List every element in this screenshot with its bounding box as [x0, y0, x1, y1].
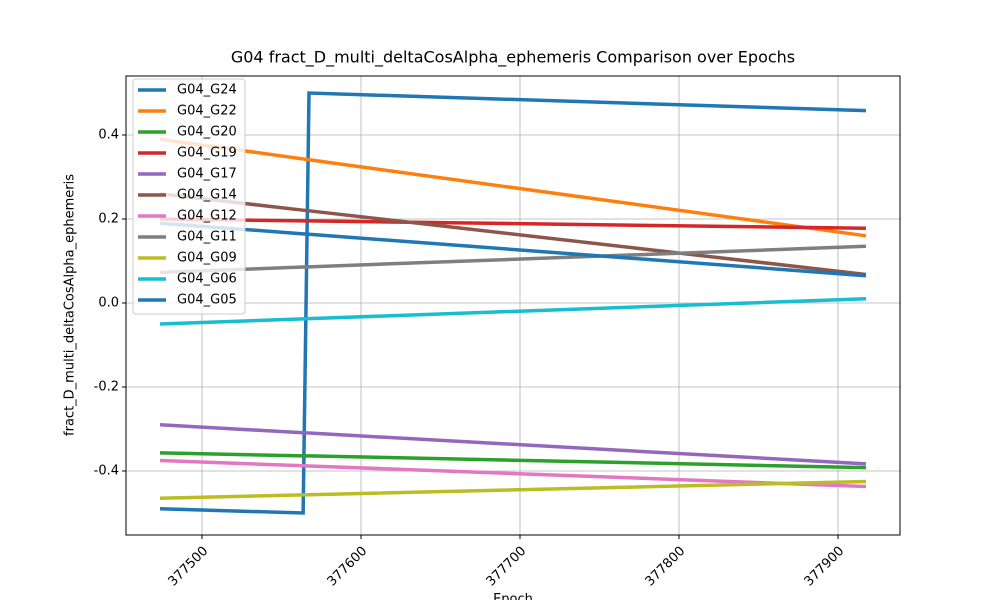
legend-label: G04_G19: [177, 146, 237, 161]
series-line: [159, 451, 867, 470]
y-tick-label: -0.4: [94, 463, 119, 478]
legend-label: G04_G17: [177, 167, 237, 182]
legend-label: G04_G14: [177, 188, 237, 203]
legend-label: G04_G05: [177, 293, 237, 308]
legend-box: [132, 78, 246, 315]
x-tick-label: 377700: [484, 544, 530, 590]
legend-label: G04_G11: [177, 230, 237, 245]
series-line: [159, 91, 867, 515]
legend-label: G04_G20: [177, 125, 237, 140]
legend-label: G04_G06: [177, 272, 237, 287]
y-tick-label: 0.2: [98, 212, 119, 227]
series-line: [159, 423, 867, 466]
plot-frame: [125, 75, 901, 536]
x-tick-label: 377800: [643, 544, 689, 590]
chart-title: G04 fract_D_multi_deltaCosAlpha_ephemeri…: [231, 48, 795, 68]
x-tick-label: 377900: [802, 544, 848, 590]
y-tick-label: 0.4: [98, 128, 119, 143]
legend: G04_G24 G04_G22 G04_G20 G04_G19 G04_G17 G04_G…: [132, 78, 246, 315]
x-axis-label: Epoch: [493, 592, 533, 600]
y-axis-label: fract_D_multi_deltaCosAlpha_ephemeris: [63, 174, 78, 436]
series-line: [159, 192, 867, 277]
y-tick-label: 0.0: [98, 296, 119, 311]
legend-label: G04_G24: [177, 83, 237, 98]
x-tick-label: 377500: [166, 544, 212, 590]
legend-label: G04_G22: [177, 104, 237, 119]
series-line: [159, 297, 867, 326]
series-line: [159, 458, 867, 489]
legend-label: G04_G09: [177, 251, 237, 266]
x-tick-label: 377600: [325, 544, 371, 590]
legend-label: G04_G12: [177, 209, 237, 224]
series-line: [159, 479, 867, 501]
y-tick-label: -0.2: [94, 379, 119, 394]
